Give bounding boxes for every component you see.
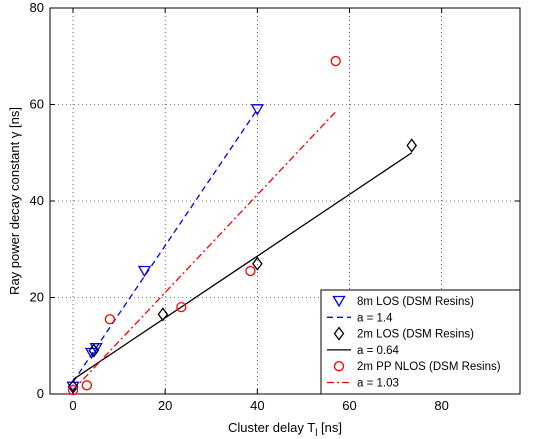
diamond-marker bbox=[157, 307, 169, 322]
fit-line bbox=[72, 111, 337, 391]
x-axis-label-part: l bbox=[315, 428, 317, 439]
x-tick-label: 60 bbox=[342, 398, 356, 413]
grid-layer bbox=[50, 7, 520, 395]
triangle-marker bbox=[89, 343, 103, 355]
fit-line bbox=[72, 108, 258, 383]
fit-layer bbox=[72, 108, 413, 391]
legend: 8m LOS (DSM Resins) a = 1.4 2m LOS (DSM Re… bbox=[320, 289, 521, 395]
x-tick-label: 20 bbox=[158, 398, 172, 413]
legend-label: a = 1.03 bbox=[357, 378, 399, 390]
legend-label: 2m LOS (DSM Resins) bbox=[357, 329, 474, 341]
y-tick-label: 80 bbox=[30, 0, 44, 15]
fit-line bbox=[72, 152, 413, 381]
triangle-marker bbox=[137, 265, 152, 278]
x-axis-label-part: [ns] bbox=[317, 420, 342, 435]
legend-box bbox=[320, 289, 521, 395]
legend-label: a = 0.64 bbox=[357, 345, 399, 357]
diamond-marker bbox=[252, 256, 263, 271]
diamond-marker bbox=[406, 138, 418, 153]
circle-marker bbox=[67, 384, 79, 396]
diamond-marker bbox=[88, 343, 100, 358]
y-tick-label: 40 bbox=[30, 193, 44, 208]
x-axis-label: Cluster delay Tl [ns] bbox=[228, 420, 342, 439]
y-tick-label: 60 bbox=[30, 97, 44, 112]
diamond-marker bbox=[67, 379, 79, 394]
x-tick-label: 40 bbox=[250, 398, 264, 413]
circle-marker bbox=[330, 55, 341, 67]
y-tick-label: 20 bbox=[30, 290, 44, 305]
circle-marker bbox=[81, 380, 93, 391]
circle-marker bbox=[245, 265, 256, 277]
legend-label: 2m PP NLOS (DSM Resins) bbox=[357, 361, 501, 373]
legend-label: 8m LOS (DSM Resins) bbox=[357, 296, 474, 308]
x-tick-label: 0 bbox=[69, 398, 76, 413]
legend-label: a = 1.4 bbox=[357, 312, 393, 324]
x-tick-label: 80 bbox=[434, 398, 448, 413]
triangle-marker bbox=[332, 295, 346, 308]
circle-marker bbox=[176, 301, 187, 313]
x-axis-label-part: Cluster delay T bbox=[228, 420, 315, 435]
circle-marker bbox=[333, 361, 345, 372]
triangle-marker bbox=[250, 104, 264, 116]
y-axis-label: Ray power decay constant γ [ns] bbox=[7, 107, 22, 295]
diamond-marker bbox=[333, 326, 345, 341]
y-tick-label: 0 bbox=[37, 386, 44, 401]
marker-layer bbox=[66, 55, 418, 396]
circle-marker bbox=[104, 314, 116, 325]
